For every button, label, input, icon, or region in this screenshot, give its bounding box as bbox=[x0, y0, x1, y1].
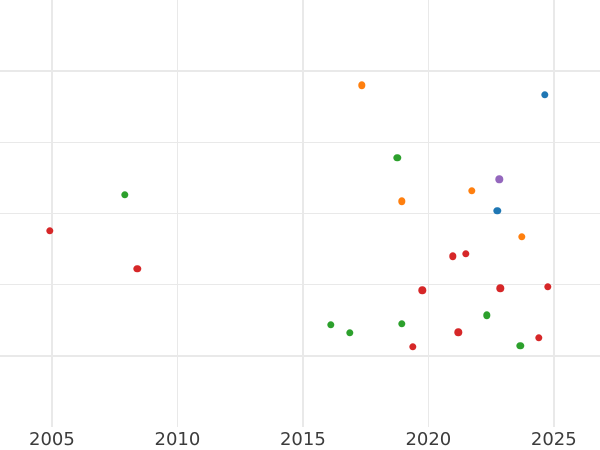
h-gridline bbox=[0, 355, 600, 357]
data-point-green bbox=[121, 191, 129, 199]
data-point-blue bbox=[493, 206, 502, 215]
data-point-red bbox=[408, 342, 417, 351]
x-axis: 2005 2010 2015 2020 2025 bbox=[0, 427, 600, 450]
x-tick-label: 2015 bbox=[279, 429, 326, 450]
data-point-red bbox=[535, 334, 543, 342]
data-point-orange bbox=[468, 187, 476, 195]
v-gridline bbox=[176, 0, 179, 427]
plot-area bbox=[0, 0, 600, 427]
data-point-green bbox=[516, 342, 525, 350]
h-gridline bbox=[0, 283, 600, 286]
h-gridline bbox=[0, 70, 600, 72]
v-gridline bbox=[51, 0, 53, 427]
data-point-green bbox=[398, 320, 406, 328]
data-point-red bbox=[46, 226, 54, 235]
x-tick-label: 2010 bbox=[154, 429, 201, 450]
data-point-red bbox=[496, 284, 504, 292]
v-gridline bbox=[553, 0, 555, 427]
data-point-green bbox=[483, 311, 491, 319]
v-gridline bbox=[427, 0, 430, 427]
data-point-orange bbox=[357, 81, 366, 90]
data-point-blue bbox=[541, 90, 549, 99]
data-point-red bbox=[544, 283, 552, 291]
data-point-red bbox=[133, 265, 141, 273]
x-tick-label: 2005 bbox=[29, 429, 75, 450]
x-tick-label: 2025 bbox=[530, 429, 577, 450]
data-point-orange bbox=[518, 233, 526, 241]
data-point-red bbox=[449, 252, 457, 260]
h-gridline bbox=[0, 141, 600, 144]
data-point-green bbox=[393, 154, 402, 162]
data-point-red bbox=[462, 250, 470, 258]
data-point-orange bbox=[398, 197, 406, 206]
data-point-red bbox=[418, 286, 427, 295]
v-gridline bbox=[302, 0, 304, 427]
data-point-red bbox=[454, 328, 462, 337]
data-point-green bbox=[346, 329, 354, 337]
data-point-purple bbox=[495, 175, 503, 184]
h-gridline bbox=[0, 212, 600, 215]
data-point-green bbox=[327, 320, 335, 329]
x-tick-label: 2020 bbox=[405, 429, 452, 450]
